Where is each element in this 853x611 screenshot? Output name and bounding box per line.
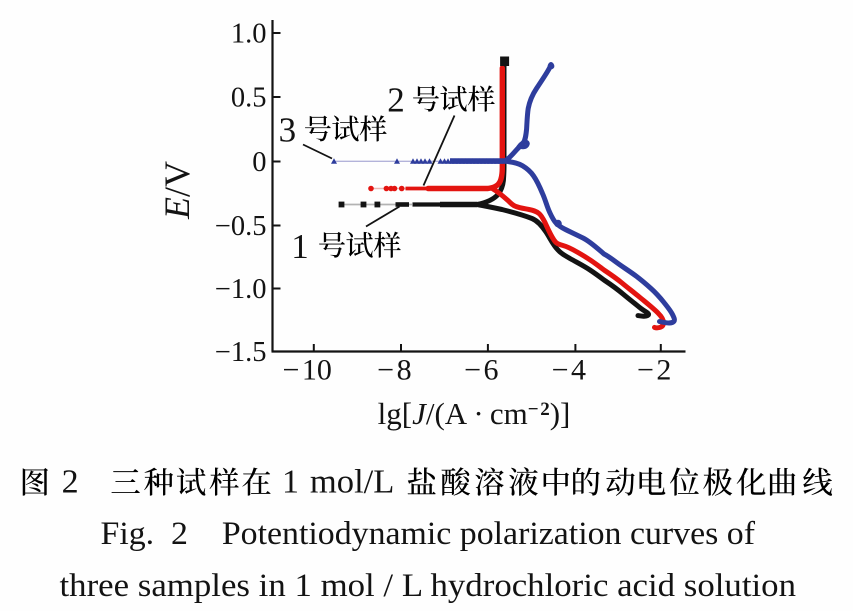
- svg-text:0: 0: [252, 147, 266, 178]
- svg-text:−1.5: −1.5: [215, 337, 267, 368]
- svg-text:three samples in 1 mol / L hyd: three samples in 1 mol / L hydrochloric …: [60, 568, 797, 604]
- svg-text:0.5: 0.5: [231, 83, 267, 114]
- svg-text:1: 1: [291, 227, 309, 266]
- svg-text:− 2: − 2: [637, 354, 671, 387]
- svg-text:2: 2: [62, 464, 79, 501]
- svg-text:1: 1: [282, 464, 299, 501]
- svg-text:− 8: − 8: [377, 354, 411, 387]
- svg-text:E/V: E/V: [157, 161, 197, 220]
- svg-text:−1.0: −1.0: [215, 274, 267, 305]
- svg-text:− 4: − 4: [552, 354, 586, 387]
- svg-text:2: 2: [387, 81, 405, 120]
- svg-text:1.0: 1.0: [231, 19, 267, 50]
- svg-text:− 6: − 6: [464, 354, 498, 387]
- svg-text:−0.5: −0.5: [215, 211, 267, 242]
- svg-text:3: 3: [279, 111, 297, 150]
- svg-text:mol/L: mol/L: [310, 464, 395, 501]
- svg-text:− 10: − 10: [282, 354, 331, 387]
- svg-text:Fig. 2 Potentiodynamic pol: Fig. 2 Potentiodynamic polarization curv…: [101, 516, 756, 552]
